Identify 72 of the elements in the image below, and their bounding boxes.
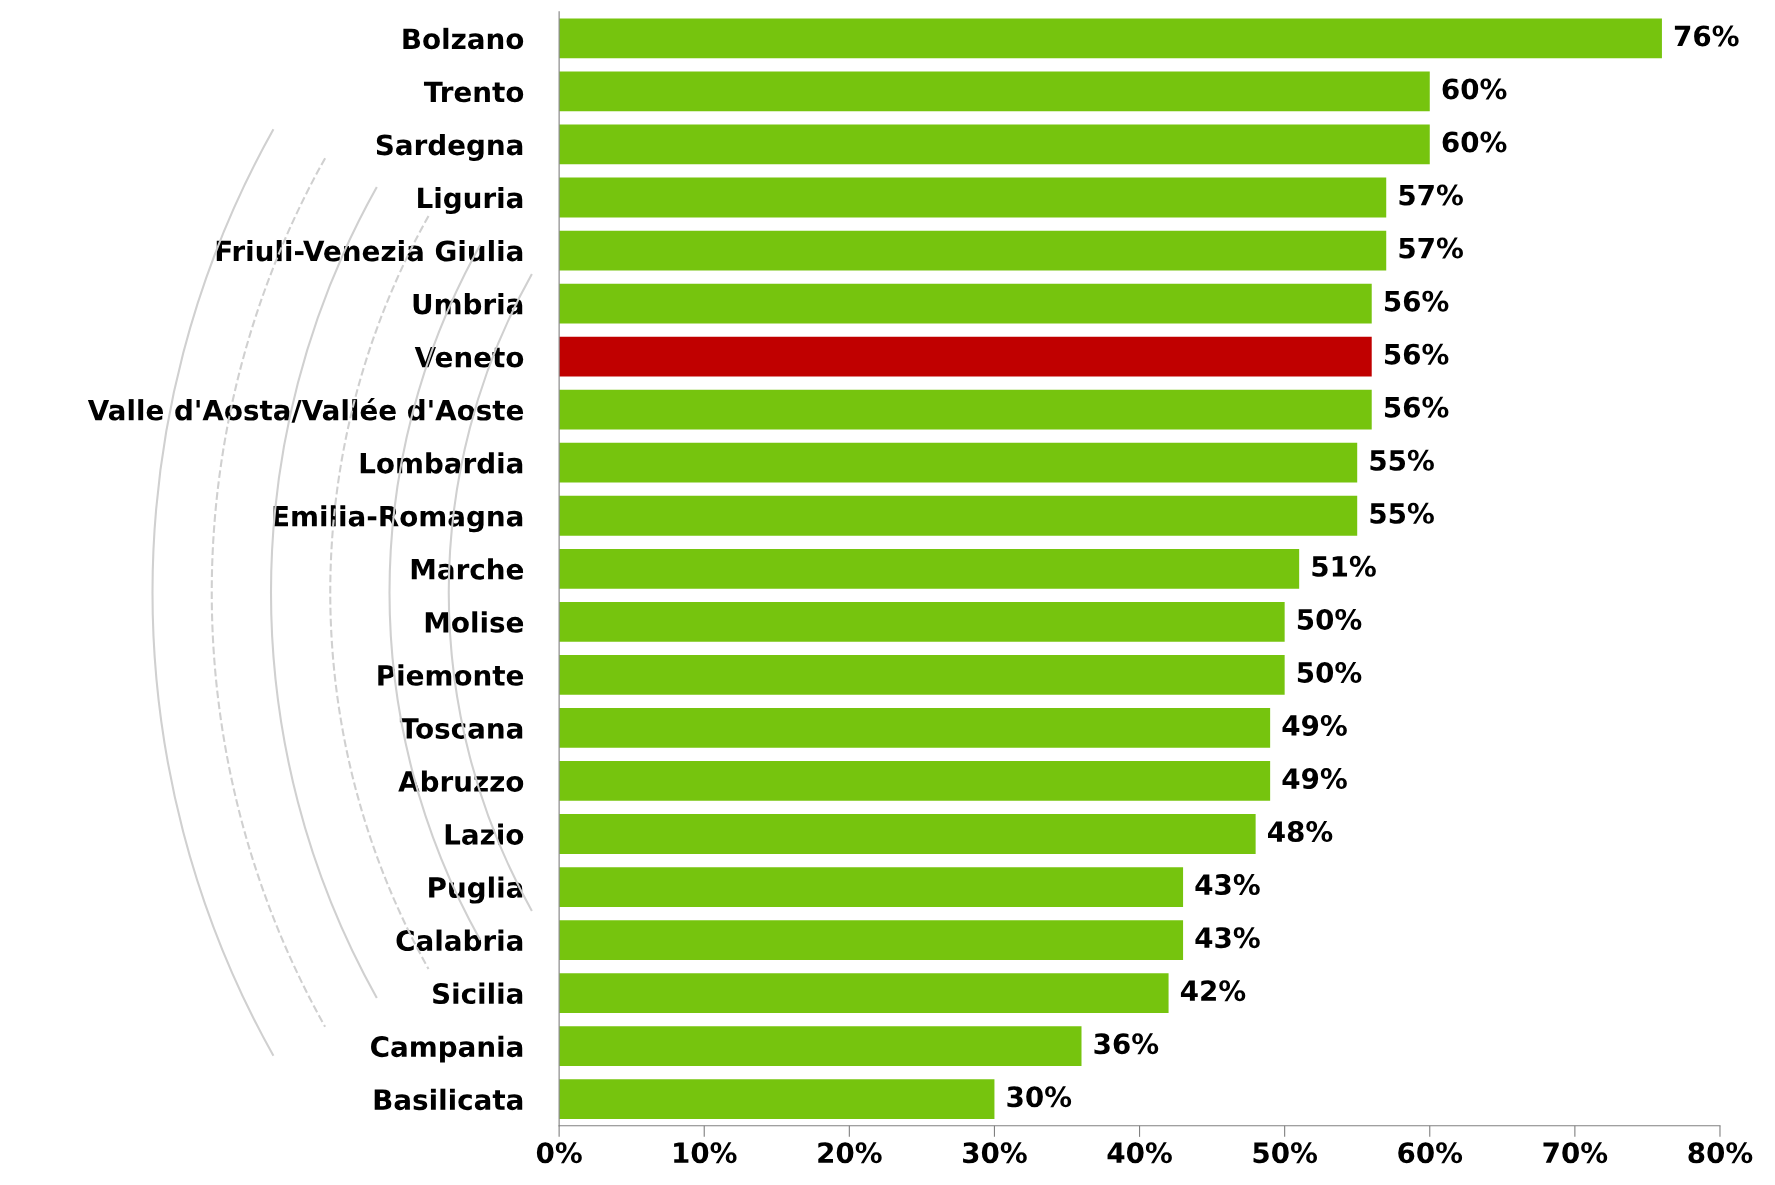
bar <box>559 1026 1082 1067</box>
bar <box>559 283 1372 324</box>
y-tick-label: Umbria <box>413 293 523 315</box>
bar <box>559 708 1271 748</box>
y-tick-label: Bolzano <box>403 27 524 50</box>
data-label: 55% <box>1370 502 1434 524</box>
data-label: 36% <box>1094 1033 1159 1055</box>
data-label: 30% <box>1007 1086 1072 1108</box>
y-tick-label: Valle d'Aosta/Vallée d'Aoste <box>87 398 524 423</box>
y-tick-label: Piemonte <box>378 664 524 686</box>
x-tick-label: 70% <box>1543 1142 1608 1164</box>
bar <box>559 495 1358 536</box>
data-label: 76% <box>1674 25 1739 47</box>
y-tick-label: Lombardia <box>360 452 523 474</box>
x-tick-label: 60% <box>1398 1142 1463 1164</box>
data-label: 49% <box>1282 768 1347 790</box>
x-tick-label: 40% <box>1107 1142 1172 1164</box>
bar <box>559 18 1662 59</box>
data-label: 60% <box>1442 78 1507 100</box>
bar <box>559 336 1372 377</box>
y-tick-label: Emilia-Romagna <box>273 505 523 533</box>
bar <box>559 389 1372 430</box>
data-label: 43% <box>1195 927 1260 949</box>
y-tick-label: Calabria <box>396 929 523 952</box>
bar <box>559 442 1358 483</box>
y-tick-label: Lazio <box>445 823 524 845</box>
bar <box>559 973 1169 1014</box>
bar <box>559 177 1387 218</box>
data-label: 57% <box>1399 237 1463 259</box>
data-label: 43% <box>1195 874 1260 896</box>
y-tick-label: Toscana <box>399 718 523 739</box>
y-tick-label: Campania <box>371 1035 523 1063</box>
y-tick-label: Liguria <box>418 186 523 215</box>
data-label: 51% <box>1312 555 1376 577</box>
data-label: 55% <box>1370 449 1434 471</box>
data-label: 50% <box>1297 608 1362 630</box>
data-label: 50% <box>1297 661 1362 683</box>
data-label: 42% <box>1180 980 1246 1002</box>
bar <box>559 814 1256 854</box>
bar <box>559 1079 995 1120</box>
bar <box>559 654 1285 695</box>
data-label: 56% <box>1384 343 1449 365</box>
y-tick-label: Basilicata <box>374 1088 523 1111</box>
y-tick-label: Friuli-Venezia Giulia <box>216 239 523 262</box>
bar <box>559 230 1387 271</box>
x-tick-label: 0% <box>536 1142 582 1164</box>
x-tick-label: 80% <box>1688 1142 1753 1164</box>
data-label: 56% <box>1384 290 1449 312</box>
y-tick-label: Veneto <box>414 346 524 368</box>
y-tick-label: Sardegna <box>376 133 523 161</box>
data-label: 48% <box>1268 821 1333 843</box>
data-label: 56% <box>1384 396 1449 418</box>
data-label: 60% <box>1442 131 1507 153</box>
x-tick-label: 30% <box>963 1142 1027 1164</box>
y-tick-label: Trento <box>423 81 524 103</box>
y-tick-label: Sicilia <box>433 982 523 1005</box>
y-tick-label: Molise <box>425 611 524 633</box>
bar <box>559 920 1184 960</box>
bar <box>559 124 1430 165</box>
data-label: 57% <box>1399 184 1463 206</box>
bar <box>559 761 1271 801</box>
x-tick-label: 10% <box>674 1142 737 1164</box>
bar <box>559 601 1285 642</box>
bar <box>559 548 1300 589</box>
x-tick-label: 50% <box>1253 1142 1318 1164</box>
x-tick-label: 20% <box>818 1142 882 1164</box>
y-tick-label: Puglia <box>429 876 523 904</box>
data-label: 49% <box>1282 714 1347 736</box>
y-tick-label: Abruzzo <box>398 770 524 792</box>
y-tick-label: Marche <box>411 558 524 580</box>
bar <box>559 867 1184 907</box>
bar <box>559 71 1430 112</box>
